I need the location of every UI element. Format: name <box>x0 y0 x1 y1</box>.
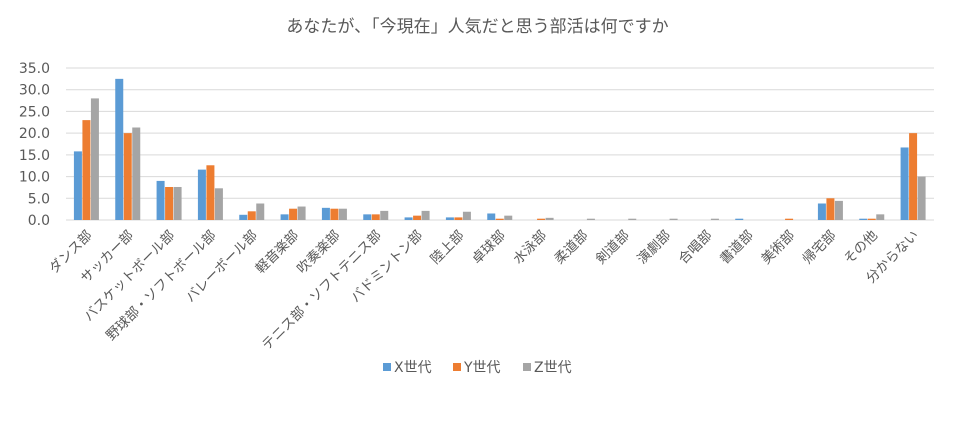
bar-Z世代-4 <box>256 203 265 220</box>
bar-Y世代-17 <box>785 218 794 220</box>
x-category-label: 帰宅部 <box>799 227 840 268</box>
y-tick-label: 30.0 <box>19 83 50 99</box>
y-tick-label: 25.0 <box>19 104 50 120</box>
bar-Y世代-20 <box>909 133 918 220</box>
bar-X世代-18 <box>817 203 826 220</box>
bar-X世代-1 <box>115 78 124 220</box>
bars <box>73 78 926 220</box>
bar-Z世代-15 <box>710 218 719 220</box>
bar-X世代-9 <box>445 217 454 220</box>
x-category-label: 軽音楽部 <box>252 227 302 277</box>
bar-Y世代-1 <box>123 133 132 220</box>
x-category-label: 水泳部 <box>510 228 550 268</box>
bar-X世代-0 <box>73 151 82 220</box>
legend-swatch <box>453 363 461 371</box>
bar-X世代-3 <box>197 169 206 220</box>
bar-Z世代-12 <box>586 218 595 220</box>
bar-X世代-5 <box>280 214 289 220</box>
bar-Z世代-14 <box>669 218 678 220</box>
x-axis-categories: ダンス部サッカー部バスケットボール部野球部・ソフトボール部バレーボール部軽音楽部… <box>46 227 922 354</box>
y-tick-label: 5.0 <box>28 191 50 207</box>
y-tick-label: 0.0 <box>28 213 50 229</box>
bar-Z世代-13 <box>628 218 637 220</box>
bar-X世代-8 <box>404 217 413 220</box>
bar-X世代-20 <box>900 147 909 220</box>
bar-Y世代-6 <box>330 208 339 220</box>
y-tick-label: 35.0 <box>19 61 50 77</box>
bar-Z世代-11 <box>545 217 554 220</box>
bar-X世代-16 <box>735 218 744 220</box>
y-tick-label: 15.0 <box>19 148 50 164</box>
y-axis-ticks: 0.0 5.0 10.0 15.0 20.0 25.0 30.0 35.0 <box>19 61 50 229</box>
x-category-label: バドミントン部 <box>348 228 426 306</box>
x-category-label: 剣道部 <box>593 228 633 268</box>
x-category-label: 陸上部 <box>428 228 468 268</box>
bar-Z世代-0 <box>90 98 99 220</box>
bar-Z世代-7 <box>380 210 389 220</box>
bar-Y世代-8 <box>413 215 422 220</box>
bar-Z世代-2 <box>173 186 182 220</box>
bar-Z世代-8 <box>421 210 430 220</box>
bar-Z世代-20 <box>917 176 926 220</box>
bar-Y世代-4 <box>247 211 256 220</box>
x-category-label: その他 <box>841 228 881 268</box>
bar-Y世代-7 <box>371 214 380 220</box>
bar-Z世代-19 <box>876 214 885 220</box>
bar-Z世代-5 <box>297 206 306 220</box>
bar-X世代-19 <box>859 218 868 220</box>
bar-X世代-7 <box>363 214 372 220</box>
bar-X世代-2 <box>156 180 165 220</box>
bar-Y世代-3 <box>206 165 215 220</box>
y-tick-label: 10.0 <box>19 170 50 186</box>
legend-label: Z世代 <box>534 360 572 376</box>
y-tick-label: 20.0 <box>19 126 50 142</box>
bar-Z世代-10 <box>504 215 513 220</box>
bar-Y世代-10 <box>495 218 504 220</box>
bar-Z世代-6 <box>338 208 347 220</box>
x-category-label: 柔道部 <box>552 228 592 268</box>
legend-label: X世代 <box>394 360 432 376</box>
bar-Y世代-2 <box>165 186 174 220</box>
bar-Z世代-3 <box>214 188 223 220</box>
bar-Y世代-9 <box>454 217 463 220</box>
bar-Z世代-9 <box>462 211 471 220</box>
bar-X世代-10 <box>487 213 496 220</box>
bar-Y世代-19 <box>867 218 876 220</box>
legend: X世代 Y世代 Z世代 <box>383 360 572 376</box>
x-category-label: 書道部 <box>717 228 757 268</box>
x-category-label: 合唱部 <box>676 228 716 268</box>
bar-Z世代-18 <box>834 200 843 220</box>
bar-X世代-6 <box>321 207 330 220</box>
legend-swatch <box>383 363 391 371</box>
gridlines <box>66 67 934 221</box>
bar-Z世代-1 <box>132 127 141 220</box>
x-category-label: 演劇部 <box>634 228 674 268</box>
bar-Y世代-11 <box>537 218 546 220</box>
legend-label: Y世代 <box>463 360 501 376</box>
legend-swatch <box>523 363 531 371</box>
x-category-label: バレーボール部 <box>183 228 261 306</box>
bar-X世代-4 <box>239 214 248 220</box>
bar-Y世代-18 <box>826 198 835 220</box>
chart-title: あなたが、「今現在」人気だと思う部活は何ですか <box>286 17 669 37</box>
bar-Y世代-0 <box>82 120 91 220</box>
bar-Y世代-5 <box>289 208 298 220</box>
x-category-label: 卓球部 <box>469 228 509 268</box>
x-category-label: 美術部 <box>758 228 798 268</box>
